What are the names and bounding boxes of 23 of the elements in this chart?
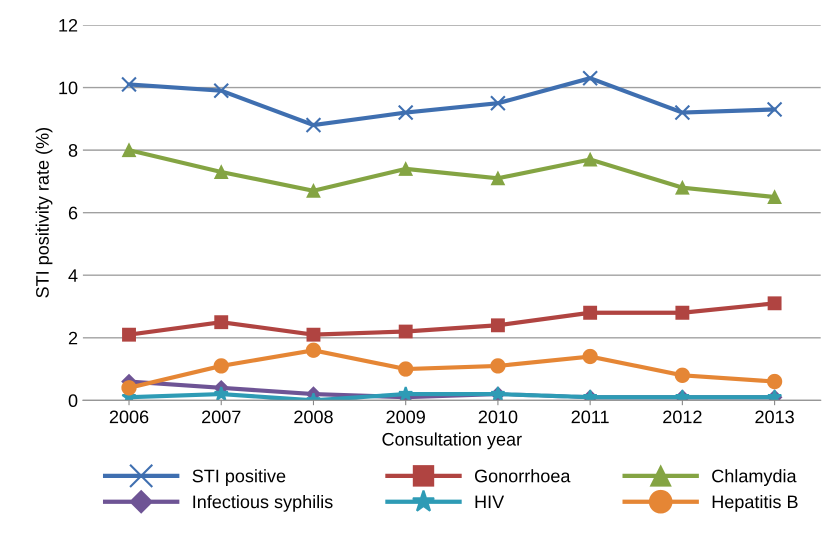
y-tick-label: 4 (68, 269, 78, 282)
y-tick-label: 10 (59, 82, 78, 94)
y-axis-title: STI positivity rate (%) (36, 128, 52, 298)
y-tick-label: 2 (68, 332, 78, 344)
legend-label: STI positive (192, 469, 286, 486)
y-tick-label: 8 (68, 144, 78, 157)
x-tick-label: 2006 (110, 410, 148, 424)
y-tick-label: 6 (68, 206, 78, 220)
x-tick-label: 2011 (572, 410, 609, 424)
y-tick-label: 0 (68, 394, 78, 408)
x-axis-title: Consultation year (382, 432, 522, 450)
legend-label: Gonorrhoea (474, 469, 570, 482)
x-tick-label: 2007 (202, 410, 240, 424)
legend-label: Chlamydia (712, 469, 797, 486)
y-tick-label: 12 (59, 18, 78, 32)
legend-label: HIV (476, 496, 504, 508)
legend-label: Infectious syphilis (193, 494, 333, 512)
x-tick-label: 2010 (478, 410, 518, 424)
x-tick-label: 2009 (386, 410, 425, 424)
x-tick-label: 2008 (294, 410, 333, 424)
legend-label: Hepatitis B (712, 494, 798, 512)
x-tick-label: 2012 (663, 410, 702, 424)
x-tick-label: 2013 (755, 410, 794, 424)
